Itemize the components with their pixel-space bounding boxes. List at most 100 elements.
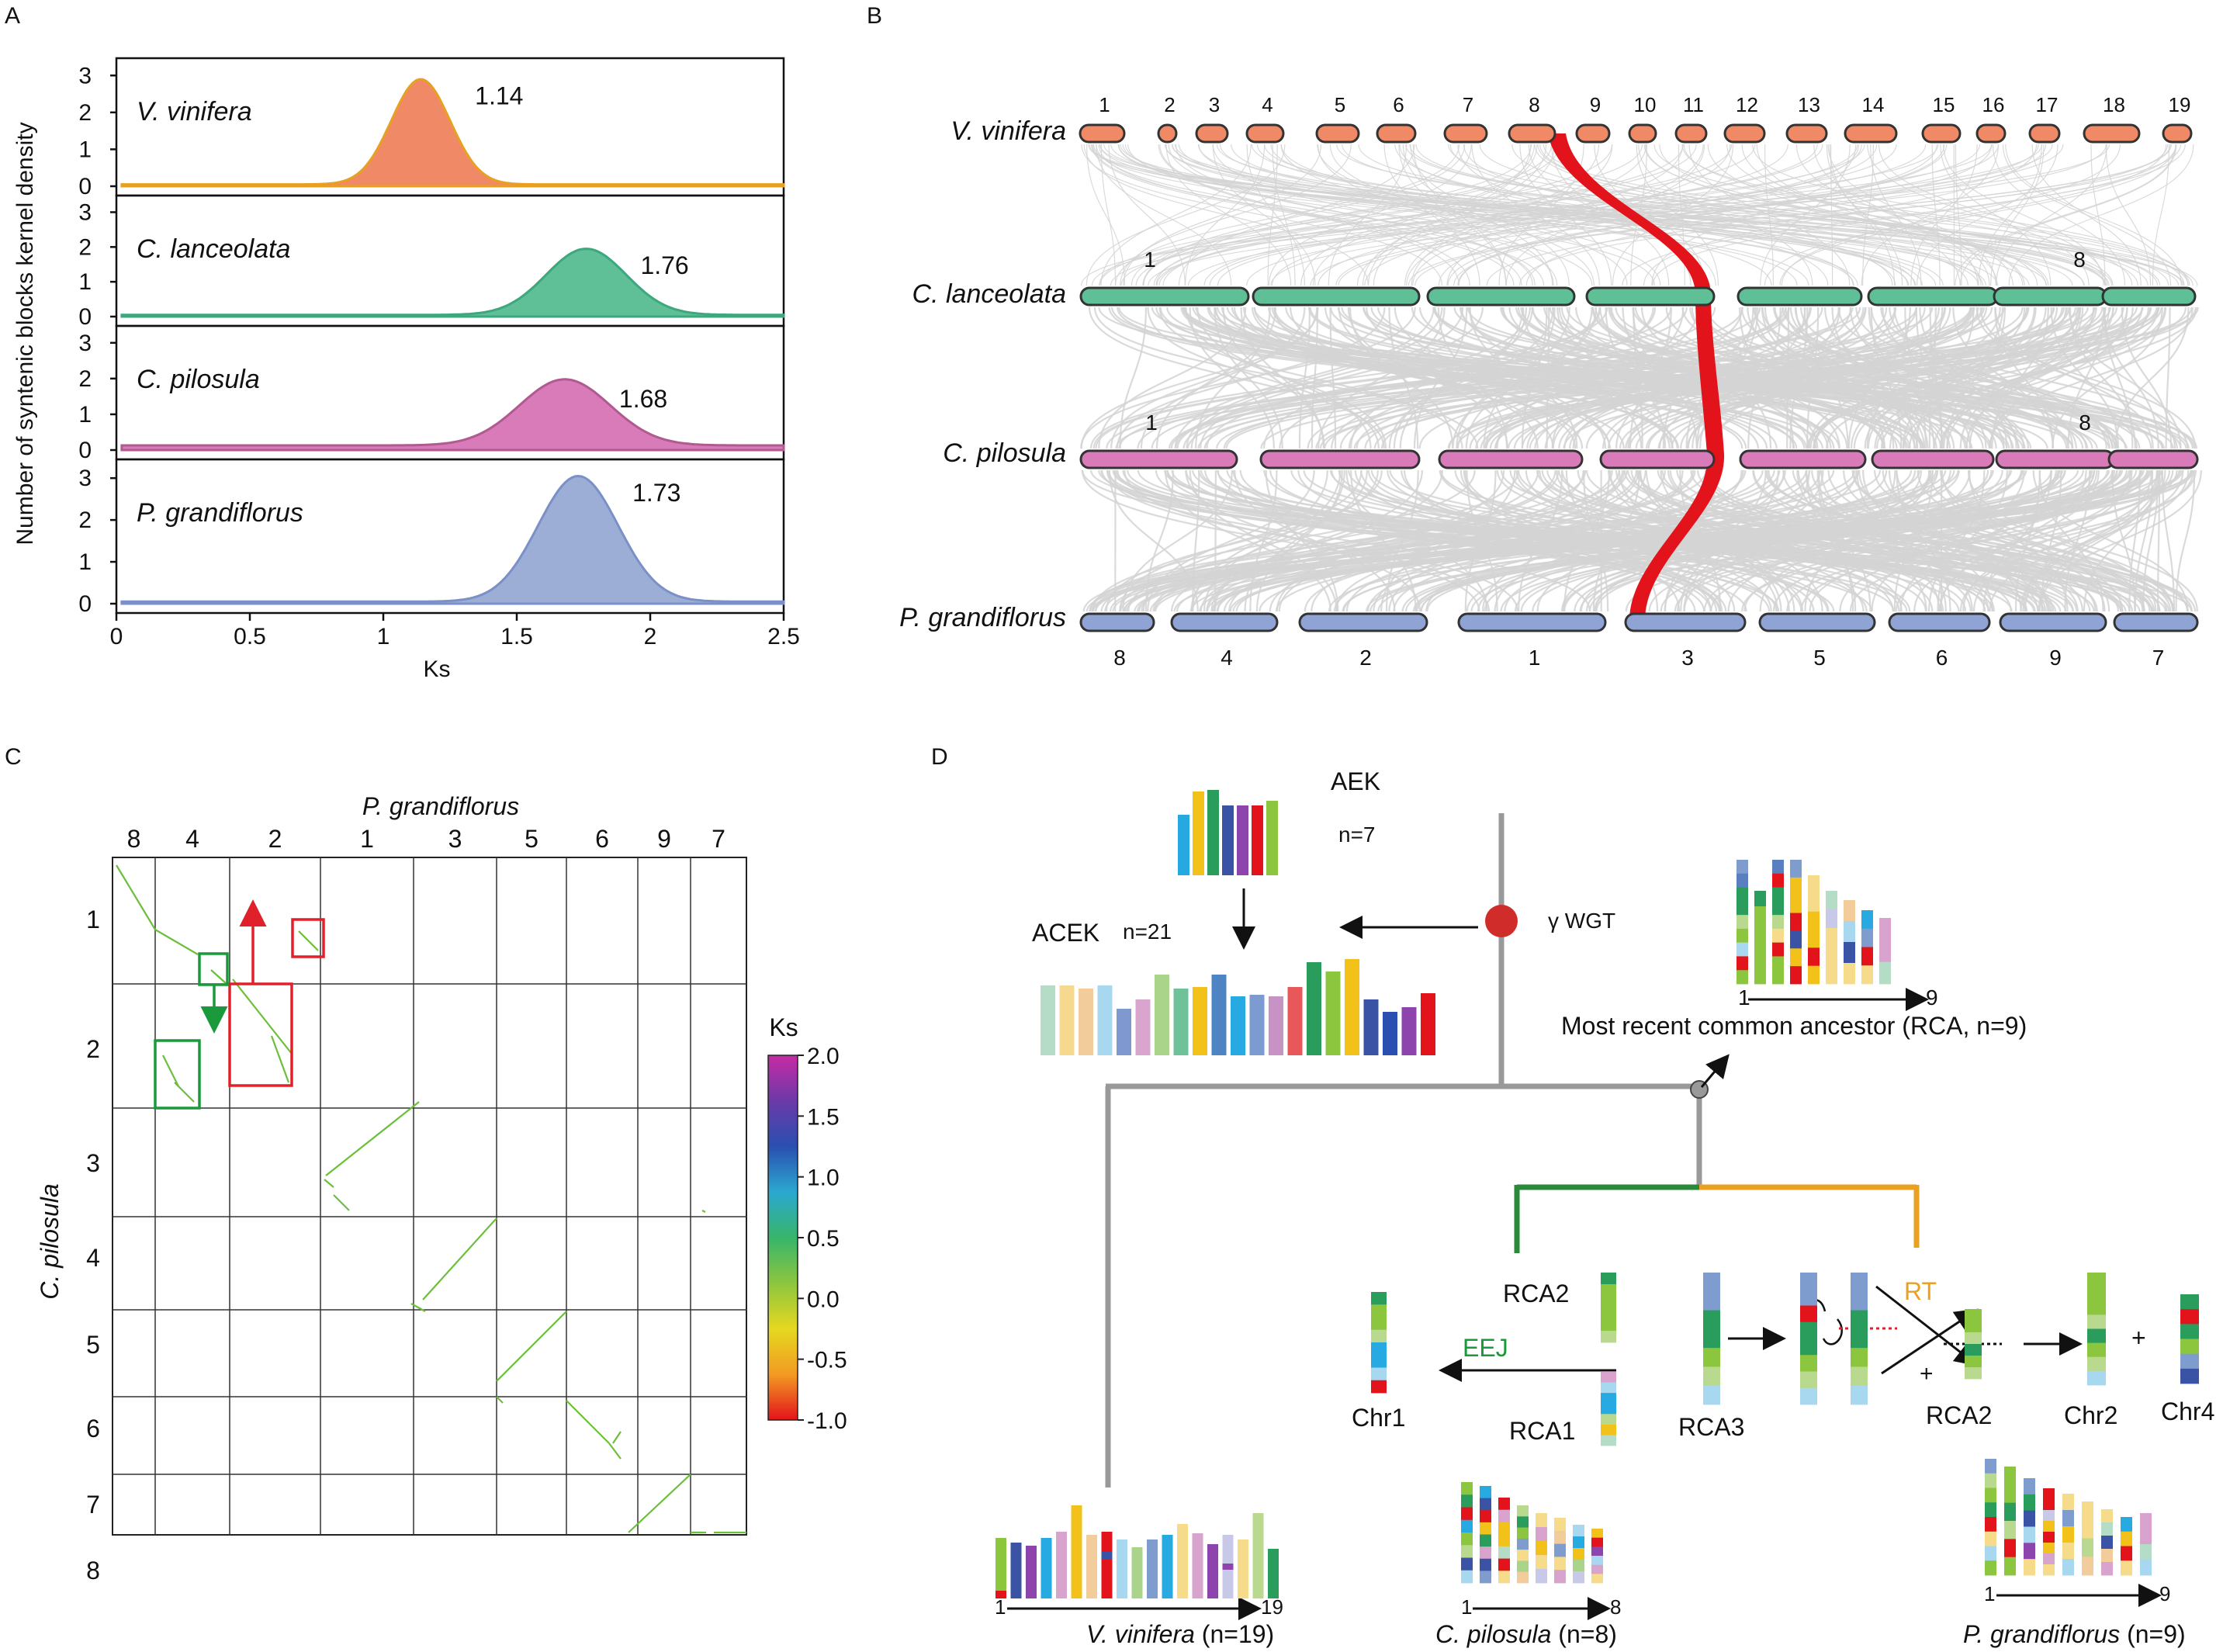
synteny-link: [1633, 307, 1643, 449]
syntenic-segment: [628, 1474, 691, 1533]
rca-chromosome-band: [1790, 877, 1802, 896]
aek-bar: [1266, 801, 1278, 875]
vv-chromosome: [1268, 1549, 1279, 1598]
mid-band-b: [1851, 1366, 1868, 1387]
chr2-band: [2087, 1370, 2106, 1386]
synteny-link: [1789, 307, 1809, 449]
synteny-link: [1622, 144, 2186, 286]
chromosome-number: 1: [1144, 248, 1156, 272]
mid-band-a: [1800, 1305, 1817, 1323]
pg-chromosome-band: [2043, 1543, 2055, 1554]
chr4-label: Chr4: [2161, 1397, 2214, 1425]
chr2-band: [2087, 1273, 2106, 1287]
pg-chromosome-band: [2082, 1501, 2093, 1521]
synteny-link: [1155, 469, 1705, 612]
synteny-link: [1112, 469, 2027, 612]
rca-chromosome-band: [1737, 860, 1748, 874]
synteny-link: [1279, 307, 1601, 449]
synteny-link: [1117, 144, 1809, 286]
x-chrom-label: 6: [595, 825, 609, 853]
vv-chromosome: [1086, 1535, 1097, 1598]
cp-chromosome-band: [1517, 1538, 1529, 1550]
rca3-band: [1703, 1385, 1720, 1405]
synteny-link: [1149, 469, 2064, 612]
synteny-link: [1754, 307, 1885, 449]
colorbar: [767, 1055, 798, 1421]
synteny-link: [1165, 144, 1999, 286]
ks-colorbar: Ks 2.0 1.5 1.0 0.5 0.0 -0.5 -1.0: [767, 1013, 847, 1434]
chromosome-bar: [1575, 123, 1611, 144]
chromosome-number: 8: [1113, 646, 1126, 670]
cp-chromosome-band: [1480, 1534, 1491, 1547]
synteny-link: [1967, 469, 2157, 612]
pg-chromosome-band: [2004, 1467, 2016, 1485]
y-tick-label: 3: [78, 331, 92, 356]
syntenic-segment: [298, 930, 319, 951]
synteny-link: [1636, 469, 2047, 612]
synteny-link: [1939, 469, 2198, 612]
synteny-link: [1664, 469, 1767, 612]
vv-chromosome-band: [996, 1591, 1006, 1598]
y-tick-label: 2: [78, 366, 92, 392]
density-area-1: [120, 248, 785, 318]
chromosome-number: 6: [1393, 93, 1404, 116]
synteny-link: [1449, 144, 1968, 286]
y-chrom-label: 2: [86, 1035, 100, 1063]
synteny-link: [1607, 469, 1944, 612]
cp-chromosome-band: [1591, 1537, 1603, 1547]
highlighted-syntenic-link: [1548, 133, 1725, 621]
chromosome-bar: [2107, 449, 2199, 469]
aek-bar: [1178, 815, 1189, 875]
subplot-frame: [115, 458, 785, 615]
rca-chromosome-band: [1754, 953, 1766, 969]
acek-bar: [1059, 985, 1075, 1055]
cp-chromosome-band: [1554, 1518, 1566, 1532]
synteny-link: [1367, 144, 1532, 286]
rca-chromosome-band: [1772, 928, 1784, 944]
pg-chromosome-band: [2140, 1529, 2152, 1545]
rca1-band: [1601, 1372, 1616, 1383]
synteny-link: [2090, 144, 2106, 286]
mid-band-b: [1851, 1328, 1868, 1349]
synteny-link: [1402, 144, 1553, 286]
synteny-link: [1098, 307, 2074, 449]
synteny-link: [1595, 307, 1984, 449]
rca-chromosome-band: [1861, 928, 1873, 947]
y-tick-label: 3: [78, 466, 92, 491]
syntenic-segment: [232, 978, 293, 1055]
synteny-link: [1874, 307, 2079, 449]
syntenic-segment: [154, 929, 199, 955]
synteny-link: [1982, 469, 2052, 612]
mid-band-b: [1851, 1348, 1868, 1367]
synteny-link: [1399, 144, 1829, 286]
synteny-link: [1101, 469, 1780, 612]
density-area-2: [120, 378, 785, 452]
pg-chromosome-band: [2043, 1521, 2055, 1533]
synteny-link: [1910, 144, 1978, 286]
cp-chromosome-band: [1480, 1546, 1491, 1560]
chr1-band: [1371, 1355, 1387, 1368]
acek-bar: [1135, 999, 1151, 1055]
aek-bar: [1237, 805, 1248, 875]
cp-chromosome-band: [1461, 1533, 1473, 1546]
rca-chromosome-band: [1808, 947, 1820, 967]
chromosome-number: 3: [1681, 646, 1694, 670]
synteny-link: [1558, 307, 1926, 449]
pg-chromosome-band: [2101, 1549, 2113, 1563]
synteny-link: [1106, 469, 1518, 612]
synteny-link: [1174, 307, 1435, 449]
synteny-link: [1959, 144, 2177, 286]
synteny-link: [1579, 469, 2160, 612]
synteny-link: [1225, 307, 2160, 449]
rca-chromosome-band: [1790, 948, 1802, 967]
synteny-link: [1119, 307, 1147, 449]
chr4-band: [2180, 1339, 2199, 1355]
cp-chromosome-band: [1536, 1555, 1547, 1570]
cp-chromosome-band: [1517, 1560, 1529, 1573]
colorbar-tick-label: -0.5: [807, 1348, 847, 1373]
chromosome-number: 1: [1145, 410, 1158, 435]
synteny-link: [1479, 144, 2138, 286]
synteny-link: [1156, 144, 1818, 286]
synteny-link: [1990, 144, 2045, 286]
chromosome-bar: [1315, 123, 1360, 144]
